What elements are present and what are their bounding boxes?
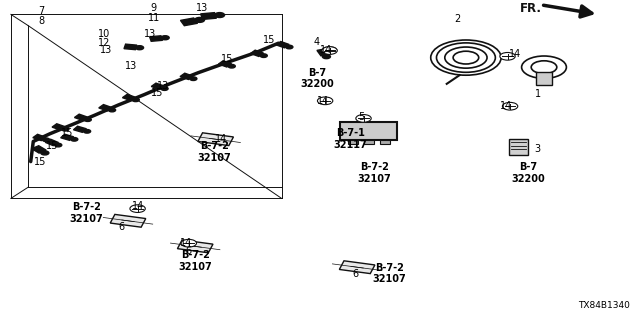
Polygon shape xyxy=(177,240,213,253)
Circle shape xyxy=(108,108,116,112)
Text: 13: 13 xyxy=(157,81,170,92)
Text: 7: 7 xyxy=(38,6,45,16)
Polygon shape xyxy=(124,44,137,50)
Polygon shape xyxy=(74,114,88,120)
Polygon shape xyxy=(151,83,164,89)
Text: 4: 4 xyxy=(314,36,320,47)
Circle shape xyxy=(132,98,140,102)
Circle shape xyxy=(285,45,293,49)
Text: 14: 14 xyxy=(179,238,192,248)
Polygon shape xyxy=(110,214,146,227)
Text: 14: 14 xyxy=(131,201,144,212)
Text: 6: 6 xyxy=(118,222,125,232)
Text: B-7-2
32107: B-7-2 32107 xyxy=(372,263,406,284)
Circle shape xyxy=(41,151,49,155)
Text: 2: 2 xyxy=(454,14,461,24)
Circle shape xyxy=(260,54,268,58)
Polygon shape xyxy=(33,134,46,140)
Text: 6: 6 xyxy=(186,246,192,256)
Polygon shape xyxy=(276,42,289,48)
Circle shape xyxy=(84,118,92,122)
Circle shape xyxy=(136,46,143,50)
Text: 15: 15 xyxy=(150,88,163,98)
Text: B-7-2
32107: B-7-2 32107 xyxy=(179,250,212,272)
Circle shape xyxy=(83,130,91,133)
Text: 15: 15 xyxy=(262,35,275,45)
Polygon shape xyxy=(180,18,198,26)
Circle shape xyxy=(502,102,518,110)
Text: 15: 15 xyxy=(33,156,46,167)
Circle shape xyxy=(161,36,169,40)
Text: FR.: FR. xyxy=(520,2,541,15)
Polygon shape xyxy=(61,134,74,140)
Text: 15: 15 xyxy=(46,140,59,151)
Circle shape xyxy=(500,52,515,60)
Polygon shape xyxy=(317,49,330,56)
Circle shape xyxy=(323,47,337,54)
Polygon shape xyxy=(74,126,86,132)
Circle shape xyxy=(70,138,78,141)
Circle shape xyxy=(161,87,168,91)
Text: 1: 1 xyxy=(534,89,541,100)
Text: B-7-1
32117: B-7-1 32117 xyxy=(334,128,367,150)
Circle shape xyxy=(228,64,236,68)
Polygon shape xyxy=(31,146,46,153)
Text: 15: 15 xyxy=(61,128,74,138)
Text: 14: 14 xyxy=(317,96,330,106)
Circle shape xyxy=(189,77,197,81)
Text: 13: 13 xyxy=(195,3,208,13)
Bar xyxy=(364,140,374,144)
Polygon shape xyxy=(198,133,234,146)
Text: 12: 12 xyxy=(98,38,111,48)
Text: 10: 10 xyxy=(98,28,111,39)
Text: 8: 8 xyxy=(38,16,45,26)
Text: 14: 14 xyxy=(214,134,227,144)
Circle shape xyxy=(181,239,196,247)
Text: TX84B1340: TX84B1340 xyxy=(579,301,630,310)
Text: 9: 9 xyxy=(150,3,157,13)
Circle shape xyxy=(130,205,145,212)
Text: B-7-2
32107: B-7-2 32107 xyxy=(358,162,391,184)
Text: 6: 6 xyxy=(352,268,358,279)
Bar xyxy=(509,139,528,155)
Bar xyxy=(536,72,552,85)
Polygon shape xyxy=(52,124,65,130)
Circle shape xyxy=(195,18,205,22)
Circle shape xyxy=(42,138,50,142)
Polygon shape xyxy=(45,139,58,146)
Circle shape xyxy=(356,115,371,122)
Text: B-7
32200: B-7 32200 xyxy=(300,68,333,89)
Text: B-7-2
32107: B-7-2 32107 xyxy=(70,202,103,224)
Text: 11: 11 xyxy=(147,12,160,23)
Polygon shape xyxy=(200,13,216,20)
Polygon shape xyxy=(150,36,163,41)
Text: 14: 14 xyxy=(320,44,333,55)
Polygon shape xyxy=(218,61,232,67)
Text: 15: 15 xyxy=(221,54,234,64)
Circle shape xyxy=(323,55,330,59)
Text: B-7-2
32107: B-7-2 32107 xyxy=(198,141,231,163)
Text: 14: 14 xyxy=(509,49,522,60)
Circle shape xyxy=(322,47,337,54)
Text: 13: 13 xyxy=(125,60,138,71)
Polygon shape xyxy=(339,261,375,274)
Bar xyxy=(348,140,358,144)
Circle shape xyxy=(54,143,62,147)
Bar xyxy=(340,122,397,140)
Text: 14: 14 xyxy=(499,100,512,111)
Text: 5: 5 xyxy=(358,112,365,122)
Polygon shape xyxy=(122,94,136,100)
Text: 13: 13 xyxy=(99,44,112,55)
Circle shape xyxy=(214,12,225,18)
Text: 3: 3 xyxy=(534,144,541,154)
Polygon shape xyxy=(250,50,264,56)
Circle shape xyxy=(317,97,333,105)
Polygon shape xyxy=(180,73,193,79)
Polygon shape xyxy=(99,105,112,111)
Text: B-7
32200: B-7 32200 xyxy=(511,162,545,184)
Text: 13: 13 xyxy=(144,28,157,39)
Circle shape xyxy=(61,127,69,131)
Bar xyxy=(380,140,390,144)
